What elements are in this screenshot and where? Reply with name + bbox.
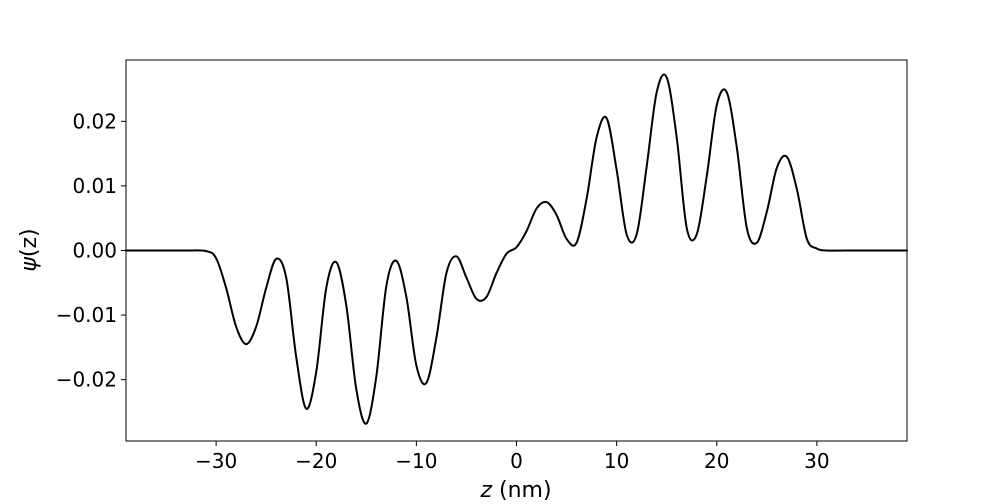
x-axis: −30 −20 −10 0 10 20 30	[195, 441, 830, 473]
x-axis-label: z (nm)	[479, 478, 551, 503]
y-tick-label: −0.01	[56, 303, 117, 327]
y-axis-label: ψ(z)	[17, 228, 42, 271]
series-line-psi	[125, 73, 908, 425]
x-tick-label: 30	[804, 449, 829, 473]
x-tick-label: 20	[704, 449, 729, 473]
y-tick-label: 0.02	[72, 109, 117, 133]
x-tick-label: 10	[604, 449, 629, 473]
y-axis: −0.02 −0.01 0.00 0.01 0.02	[56, 109, 126, 392]
y-tick-label: 0.00	[72, 239, 117, 263]
x-tick-label: −20	[295, 449, 337, 473]
x-tick-label: −10	[395, 449, 437, 473]
x-tick-label: 0	[510, 449, 523, 473]
x-tick-label: −30	[195, 449, 237, 473]
y-tick-label: 0.01	[72, 174, 117, 198]
y-tick-label: −0.02	[56, 368, 117, 392]
